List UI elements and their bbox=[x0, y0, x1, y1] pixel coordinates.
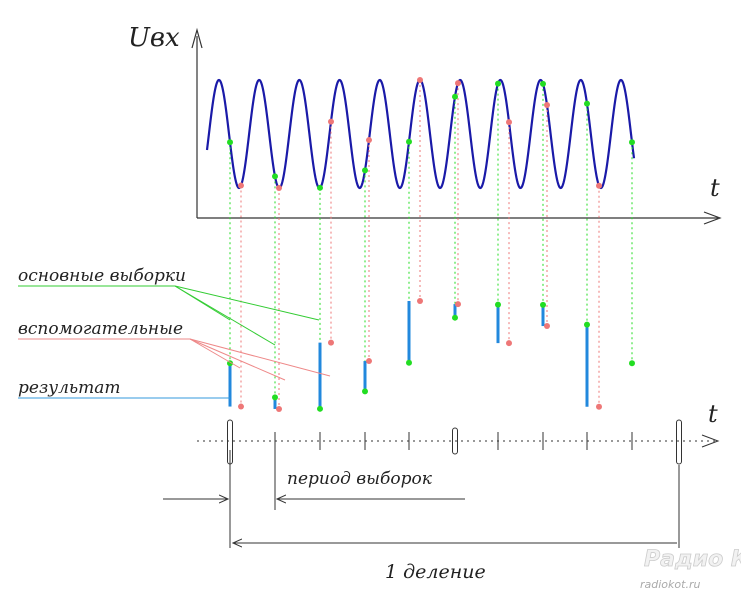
watermark-url: radiokot.ru bbox=[640, 578, 700, 591]
x-axis-upper-arrow bbox=[703, 211, 722, 225]
main-sample-dot-lower bbox=[272, 394, 278, 401]
aux-sample-dot bbox=[276, 184, 282, 191]
main-sample-dot bbox=[272, 173, 278, 180]
aux-sample-dot-lower bbox=[506, 340, 512, 347]
main-sample-dot-lower bbox=[406, 359, 412, 366]
radiokot-watermark: Радио КОТ radiokot.ru bbox=[640, 547, 741, 591]
result-label: результат bbox=[18, 378, 121, 398]
upper-axes bbox=[191, 27, 722, 225]
aux-sample-dot-lower bbox=[455, 301, 461, 308]
aux-sample-dot bbox=[328, 118, 334, 125]
aux-sample-dot bbox=[596, 182, 602, 189]
aux-samples-label: вспомогательные bbox=[18, 319, 183, 339]
aux-sample-dot-lower bbox=[366, 358, 372, 365]
aux-sample-dot-lower bbox=[596, 403, 602, 410]
main-sample-dot bbox=[495, 80, 501, 87]
lower-axis bbox=[197, 434, 720, 448]
main-sample-dot bbox=[584, 100, 590, 107]
callout-result: результат bbox=[18, 378, 230, 399]
aux-sample-dot bbox=[238, 182, 244, 189]
main-sample-dot-lower bbox=[495, 301, 501, 308]
main-sample-dot bbox=[629, 139, 635, 146]
aux-sample-dot bbox=[417, 77, 423, 84]
y-axis-label: Uвх bbox=[128, 23, 180, 53]
result-bars bbox=[228, 301, 589, 409]
division-marker bbox=[452, 427, 458, 455]
main-sample-dot bbox=[452, 93, 458, 100]
aux-sample-dot-lower bbox=[544, 323, 550, 330]
x-axis-lower-label: t bbox=[708, 400, 718, 428]
main-sample-dot-lower bbox=[629, 360, 635, 367]
timeline-ticks bbox=[227, 419, 682, 465]
aux-sample-dot-lower bbox=[276, 405, 282, 412]
main-sample-dot bbox=[362, 167, 368, 174]
watermark-title: Радио КОТ bbox=[644, 547, 741, 572]
main-sample-dot-lower bbox=[362, 388, 368, 395]
one-division-dimension bbox=[233, 465, 680, 548]
aux-sample-dot bbox=[544, 102, 550, 109]
sample-period-label: период выборок bbox=[287, 469, 433, 489]
main-sample-dot bbox=[406, 138, 412, 145]
one-division-label: 1 деление bbox=[385, 561, 486, 583]
aux-sample-dot-lower bbox=[417, 298, 423, 305]
x-axis-lower-arrow bbox=[701, 434, 720, 448]
y-axis-arrow bbox=[191, 27, 203, 49]
callout-aux-samples: вспомогательные bbox=[18, 319, 331, 381]
aux-sample-dot-lower bbox=[328, 339, 334, 346]
aux-sample-dot bbox=[366, 137, 372, 144]
aux-sample-dot bbox=[455, 80, 461, 87]
main-sample-dot-lower bbox=[317, 405, 323, 412]
division-marker bbox=[676, 419, 682, 465]
sample-dots bbox=[227, 77, 635, 412]
projection-lines bbox=[229, 80, 633, 409]
main-sample-dot-lower bbox=[452, 314, 458, 321]
main-sample-dot bbox=[227, 139, 233, 146]
callout-main-samples: основные выборки bbox=[18, 266, 320, 346]
main-sample-dot-lower bbox=[584, 321, 590, 328]
main-sample-dot bbox=[317, 184, 323, 191]
main-sample-dot bbox=[540, 80, 546, 87]
x-axis-upper-label: t bbox=[710, 174, 720, 202]
aux-sample-dot-lower bbox=[238, 403, 244, 410]
main-sample-dot-lower bbox=[540, 301, 546, 308]
aux-sample-dot bbox=[506, 119, 512, 126]
main-samples-label: основные выборки bbox=[18, 266, 186, 286]
sample-period-dimension bbox=[163, 450, 465, 548]
